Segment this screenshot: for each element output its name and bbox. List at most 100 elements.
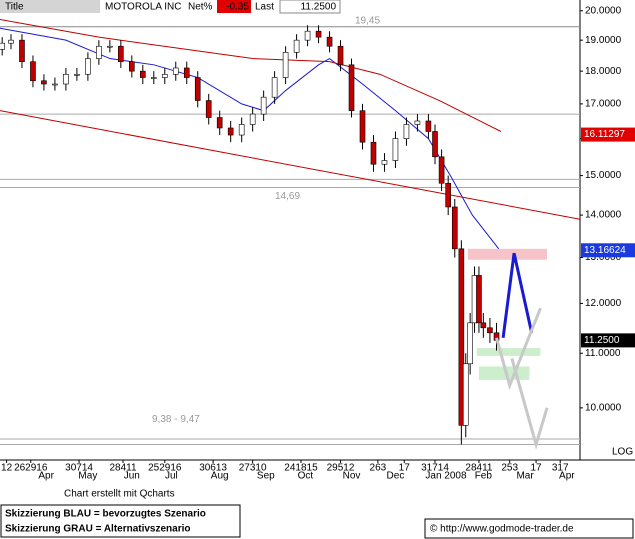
month-label: Oct — [298, 471, 314, 482]
candle-body — [238, 124, 245, 136]
candle-body — [403, 124, 410, 139]
copyright-box — [424, 518, 634, 539]
level-label: 19,45 — [355, 15, 380, 26]
x-tick-label: 252916 — [148, 463, 182, 474]
y-tick-label: 10.0000 — [585, 402, 622, 413]
y-tick-label: 20.0000 — [585, 5, 622, 16]
candle-body — [85, 58, 91, 75]
candle-body — [487, 327, 493, 334]
candle-body — [381, 160, 388, 165]
candle-body — [326, 36, 333, 47]
candle-body — [458, 248, 465, 426]
legend-blue: Skizzierung BLAU = bevorzugtes Szenario — [5, 509, 206, 520]
x-tick-label: 241815 — [284, 463, 318, 474]
candle-body — [194, 77, 201, 101]
header-net-label: Net% — [188, 2, 213, 13]
candle-body — [359, 110, 366, 143]
candle-body — [41, 80, 47, 85]
candle-body — [118, 45, 124, 62]
x-tick-label: 17 — [530, 463, 542, 474]
x-tick-label: 30613 — [199, 463, 227, 474]
candle-body — [476, 275, 482, 324]
credit: Chart erstellt mit Qcharts — [64, 489, 175, 500]
month-label: Jul — [165, 471, 178, 482]
indicator-line — [0, 18, 502, 132]
y-tick-label: 17.0000 — [585, 99, 622, 110]
candle-body — [183, 67, 190, 78]
candle-body — [249, 113, 256, 125]
candle-body — [161, 74, 168, 78]
scenario-line — [501, 252, 534, 339]
x-tick-label: 262916 — [14, 463, 48, 474]
scenario-line — [495, 307, 542, 391]
candle-body — [451, 206, 458, 250]
candle-body — [438, 156, 445, 184]
legend-box — [0, 504, 241, 538]
y-tick-label: 13.0000 — [585, 252, 622, 263]
x-tick-label: 27310 — [239, 463, 267, 474]
month-label: Dec — [387, 471, 405, 482]
month-label: Mar — [516, 471, 534, 482]
price-tag — [581, 333, 635, 348]
price-tag-label: 11.2500 — [584, 335, 620, 346]
candle-body — [282, 52, 289, 78]
candle-body — [74, 74, 80, 76]
candle-body — [315, 30, 322, 38]
scenario-line — [510, 358, 549, 450]
month-label: Jun — [124, 471, 140, 482]
zone — [476, 348, 541, 356]
y-tick-label: 18.0000 — [585, 66, 622, 77]
header-box — [0, 0, 100, 13]
candle-body — [205, 100, 212, 118]
y-tick-label: 14.0000 — [585, 210, 622, 221]
candle-body — [467, 322, 473, 365]
level-label: 14,69 — [275, 191, 300, 202]
header-last-label: Last — [255, 2, 274, 13]
candle-body — [414, 120, 421, 125]
y-tick-label: 11.0000 — [585, 348, 621, 359]
price-tag — [581, 243, 635, 258]
x-tick-label: 28411 — [109, 463, 137, 474]
candle-body — [227, 127, 234, 136]
x-tick-label: 17 — [399, 463, 411, 474]
candle-body — [19, 39, 25, 62]
candle-body — [445, 182, 451, 208]
candle-body — [0, 42, 5, 50]
candle-body — [172, 67, 179, 75]
candle-body — [150, 77, 157, 79]
x-tick-label: 317 — [552, 463, 569, 474]
x-tick-label: 31714 — [421, 463, 449, 474]
month-label: Aug — [211, 471, 229, 482]
y-tick-label: 12.0000 — [585, 298, 622, 309]
net-box — [217, 0, 251, 13]
candle-body — [370, 141, 377, 165]
header-net-value: -0.35 — [226, 2, 249, 13]
candle-body — [432, 131, 438, 158]
x-tick-label: 253 — [501, 463, 518, 474]
candle-body — [480, 322, 487, 329]
header-symbol: MOTOROLA INC — [105, 2, 182, 13]
candle-body — [107, 45, 113, 48]
candle-body — [52, 83, 58, 86]
copyright: © http://www.godmode-trader.de — [430, 524, 574, 535]
candle-body — [8, 39, 14, 44]
x-tick-label: 263 — [370, 463, 387, 474]
candle-body — [337, 45, 344, 66]
candle-body — [260, 96, 267, 115]
y-tick-label: 15.0000 — [585, 170, 622, 181]
x-tick-label: 30714 — [65, 463, 93, 474]
last-box — [279, 0, 341, 14]
month-label: Feb — [475, 471, 493, 482]
candle-body — [425, 120, 432, 132]
candle-body — [129, 61, 135, 72]
scale-label: LOG — [612, 447, 633, 458]
x-tick-label: 12 — [1, 463, 13, 474]
month-label: Sep — [257, 471, 275, 482]
level-label: 9,38 - 9,47 — [152, 414, 200, 425]
candle-body — [392, 138, 399, 161]
price-tag-label: 16.11297 — [584, 129, 625, 140]
header-last-value: 11.2500 — [301, 2, 337, 13]
